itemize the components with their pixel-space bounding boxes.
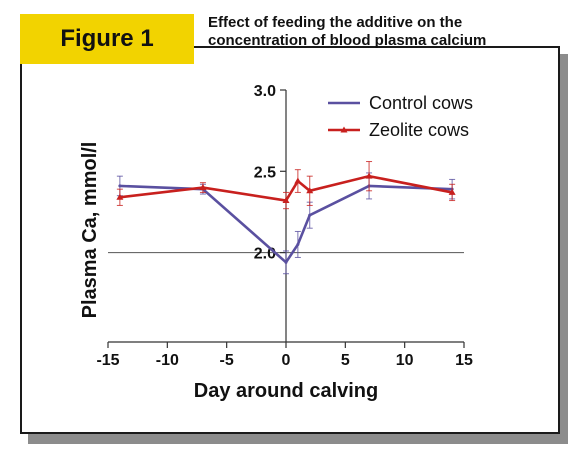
data-point [199,184,207,191]
y-axis-label: Plasma Ca, mmol/l [79,142,101,319]
figure-panel [20,46,560,434]
x-tick-label: -5 [220,352,234,369]
data-point [118,184,122,188]
figure-label-box: Figure 1 [20,14,194,64]
data-point [365,172,373,179]
data-point [306,187,314,194]
x-tick-label: -15 [96,352,119,369]
data-point [116,193,124,200]
chart-legend: Control cows Zeolite cows [328,93,473,140]
y-tick-label: 2.5 [254,164,276,181]
data-point [308,213,312,217]
y-tick-label: 2.0 [254,246,276,263]
data-point [282,197,290,204]
x-axis-label: Day around calving [194,380,379,402]
legend-marker [340,126,348,133]
x-tick-label: 0 [282,352,291,369]
figure-title: Effect of feeding the additive on the co… [208,14,487,49]
x-tick-label: -10 [156,352,179,369]
x-tick-label: 15 [455,352,473,369]
data-point [448,188,456,195]
x-tick-label: 10 [396,352,414,369]
series-zeolite [116,161,456,210]
data-point [284,260,288,264]
legend-label: Control cows [369,93,473,113]
data-point [296,242,300,246]
chart-axes: -15 -10 -5 0 5 10 15 2.0 2.5 3.0 [96,83,473,369]
x-tick-label: 5 [341,352,350,369]
legend-label: Zeolite cows [369,120,469,140]
figure-label: Figure 1 [60,25,154,52]
chart-series [116,161,456,275]
y-tick-label: 3.0 [254,83,276,100]
data-point [294,177,302,184]
